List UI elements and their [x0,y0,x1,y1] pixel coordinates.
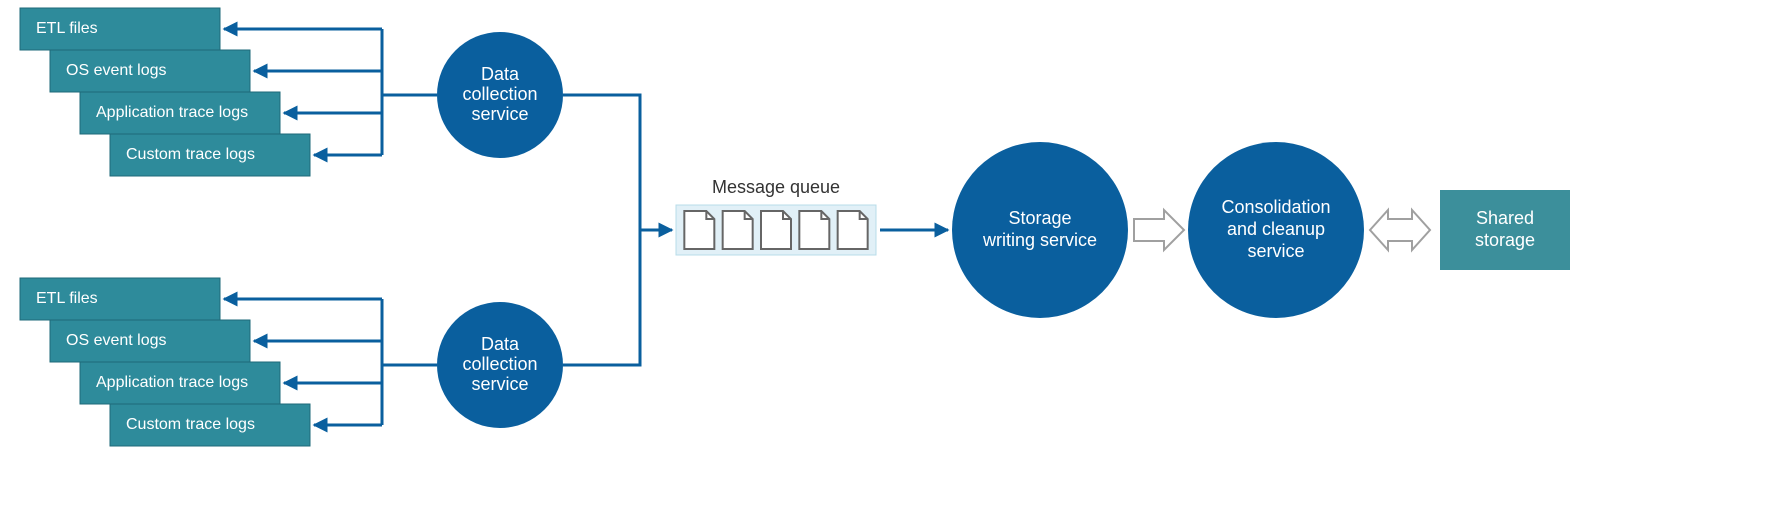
circle-label: Consolidation [1221,197,1330,217]
document-icon [838,211,868,249]
circle-label: Data [481,64,520,84]
document-icon [684,211,714,249]
hollow-double-arrow-icon [1370,210,1430,250]
circle-label: Data [481,334,520,354]
shared-storage-label: Shared [1476,208,1534,228]
flow-line [563,230,640,365]
source-box-label: Custom trace logs [126,416,255,433]
shared-storage-label: storage [1475,230,1535,250]
document-icon [761,211,791,249]
circle-label: service [471,374,528,394]
circle-label: collection [462,84,537,104]
source-box-label: Application trace logs [96,104,248,121]
source-box-label: OS event logs [66,62,167,79]
circle-label: and cleanup [1227,219,1325,239]
source-box-label: Application trace logs [96,374,248,391]
source-box-label: ETL files [36,20,98,37]
circle-label: service [471,104,528,124]
circle-label: Storage [1008,208,1071,228]
source-box-label: ETL files [36,290,98,307]
message-queue-label: Message queue [712,177,840,197]
circle-label: collection [462,354,537,374]
document-icon [799,211,829,249]
document-icon [723,211,753,249]
hollow-arrow-icon [1134,210,1184,250]
source-box-label: Custom trace logs [126,146,255,163]
flow-line [563,95,640,230]
circle-label: service [1247,241,1304,261]
source-box-label: OS event logs [66,332,167,349]
circle-label: writing service [982,230,1097,250]
